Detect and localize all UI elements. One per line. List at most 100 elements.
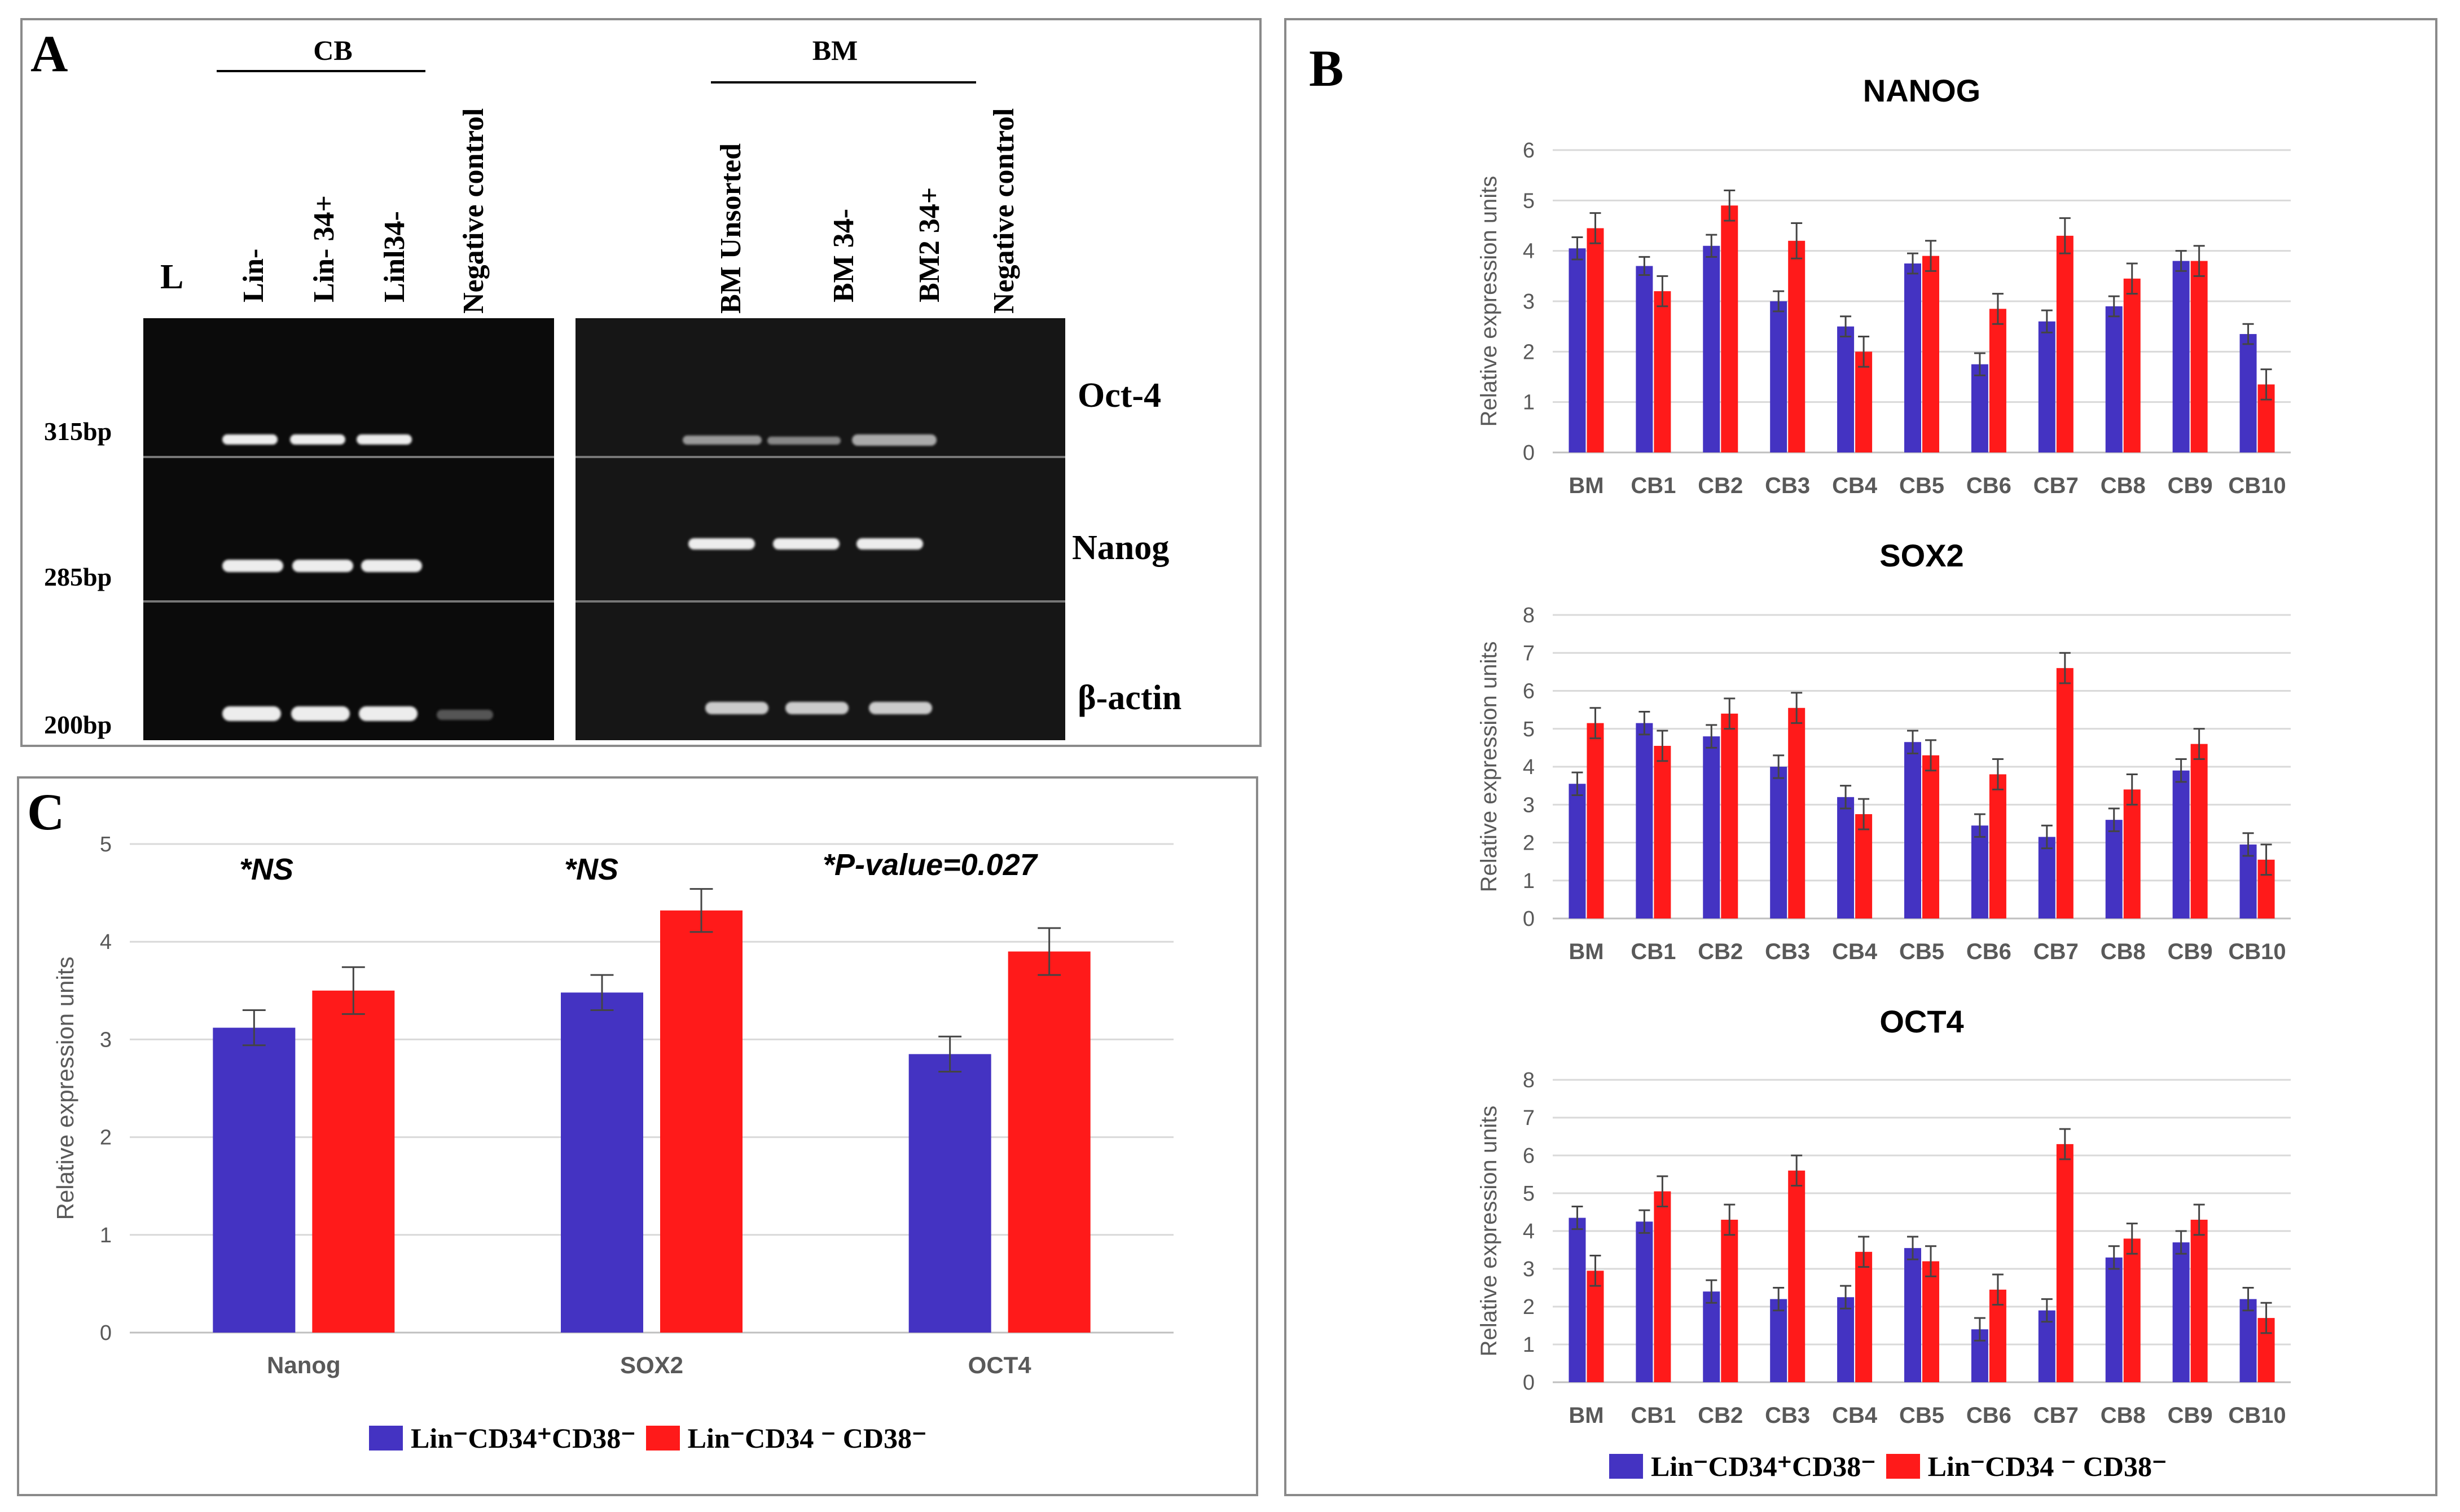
bm-gel-image (576, 318, 1065, 740)
bar-series2 (1654, 746, 1671, 918)
gene-label-oct4: Oct-4 (1078, 376, 1162, 415)
bar-series2 (1855, 814, 1873, 918)
band (856, 538, 923, 550)
legend-label-series2: Lin⁻CD34 ⁻ CD38⁻ (1927, 1451, 2167, 1482)
legend-panel-b: Lin⁻CD34⁺CD38⁻ Lin⁻CD34 ⁻ CD38⁻ (1609, 1450, 2167, 1483)
significance-oct4: *P-value=0.027 (823, 848, 1037, 882)
bar-series1 (1636, 266, 1653, 452)
bar-series2 (660, 910, 743, 1333)
y-tick-label: 8 (1523, 1069, 1535, 1092)
bar-series2 (1855, 351, 1873, 452)
bar-series2 (1654, 291, 1671, 452)
y-tick-label: 2 (1523, 832, 1535, 855)
bar-series1 (1904, 742, 1921, 918)
band (437, 710, 493, 720)
bar-series1 (1703, 1291, 1720, 1382)
x-tick-label: OCT4 (968, 1352, 1032, 1378)
y-tick-label: 2 (1523, 340, 1535, 364)
y-tick-label: 7 (1523, 641, 1535, 665)
bar-series1 (1770, 301, 1787, 452)
legend-label-series1: Lin⁻CD34⁺CD38⁻ (1651, 1451, 1876, 1482)
y-tick-label: 3 (1523, 793, 1535, 817)
band (361, 560, 422, 572)
x-tick-label: Nanog (267, 1352, 341, 1378)
bar-series2 (1721, 205, 1738, 452)
x-tick-label: CB6 (1966, 473, 2011, 498)
band (869, 702, 932, 714)
x-tick-label: CB8 (2101, 473, 2146, 498)
y-axis-label: Relative expression units (52, 957, 78, 1220)
bar-series1 (1971, 364, 1988, 452)
x-tick-label: CB9 (2168, 473, 2213, 498)
panel-a-label: A (30, 25, 68, 82)
bar-series2 (1788, 1170, 1806, 1382)
band (291, 706, 350, 721)
y-tick-label: 1 (1523, 1333, 1535, 1357)
y-tick-label: 4 (1523, 755, 1535, 779)
x-tick-label: CB10 (2228, 1403, 2286, 1428)
x-tick-label: BM (1569, 1403, 1604, 1428)
y-axis-label: Relative expression units (1477, 1106, 1501, 1357)
legend-swatch-series2 (1886, 1454, 1920, 1479)
band (852, 434, 937, 446)
y-tick-label: 2 (100, 1126, 112, 1150)
cb-gel-image (143, 318, 554, 740)
bar-series1 (2172, 1242, 2190, 1382)
significance-nanog: *NS (239, 852, 294, 886)
bar-series2 (1587, 723, 1604, 918)
bar-series2 (1922, 755, 1939, 918)
band (222, 560, 283, 572)
cb-group-label: CB (313, 34, 353, 66)
bar-series2 (1721, 713, 1738, 918)
x-tick-label: CB1 (1631, 939, 1676, 964)
bar-series1 (2038, 837, 2055, 918)
bar-series1 (1703, 245, 1720, 452)
x-tick-label: CB8 (2101, 939, 2146, 964)
band (222, 706, 281, 721)
bar-series2 (2056, 235, 2074, 452)
bar-series1 (2038, 321, 2055, 452)
bar-series2 (1855, 1251, 1873, 1382)
bar-series1 (2105, 306, 2123, 452)
bar-series1 (2172, 261, 2190, 452)
y-tick-label: 6 (1523, 680, 1535, 704)
panel-c-label: C (27, 783, 65, 841)
bar-series2 (2190, 1219, 2208, 1382)
panel-a: A CB BM L Lin- Lin- 34+ Linl34- Negative… (20, 18, 1262, 747)
x-tick-label: CB9 (2168, 939, 2213, 964)
legend-swatch-series1 (369, 1426, 403, 1451)
gene-label-nanog: Nanog (1072, 529, 1170, 567)
significance-sox2: *NS (564, 852, 619, 886)
x-tick-label: CB4 (1832, 939, 1878, 964)
bar-series1 (1569, 1217, 1586, 1382)
bar-series1 (1569, 248, 1586, 452)
bar-series2 (2123, 1238, 2141, 1382)
bar-series2 (2190, 261, 2208, 452)
bar-series2 (1922, 256, 1939, 452)
bar-series1 (1636, 723, 1653, 918)
band (773, 538, 840, 550)
x-tick-label: CB2 (1698, 473, 1743, 498)
y-tick-label: 2 (1523, 1295, 1535, 1319)
x-tick-label: CB10 (2228, 939, 2286, 964)
y-tick-label: 0 (1523, 441, 1535, 465)
bar-series1 (213, 1027, 296, 1333)
y-axis-label: Relative expression units (1477, 641, 1501, 893)
band (222, 434, 278, 445)
bar-series1 (1837, 326, 1855, 452)
x-tick-label: CB3 (1765, 473, 1810, 498)
bar-series2 (2056, 1144, 2074, 1382)
band (290, 434, 345, 445)
bar-series1 (1569, 784, 1586, 918)
bar-series2 (1922, 1261, 1939, 1382)
x-tick-label: CB5 (1899, 1403, 1944, 1428)
x-tick-label: CB5 (1899, 939, 1944, 964)
y-tick-label: 5 (1523, 718, 1535, 741)
bar-series1 (2105, 820, 2123, 918)
x-tick-label: BM (1569, 473, 1604, 498)
x-tick-label: CB3 (1765, 1403, 1810, 1428)
bar-series1 (1770, 767, 1787, 918)
y-tick-label: 3 (1523, 290, 1535, 314)
y-tick-label: 0 (1523, 907, 1535, 931)
bar-series2 (312, 990, 395, 1333)
